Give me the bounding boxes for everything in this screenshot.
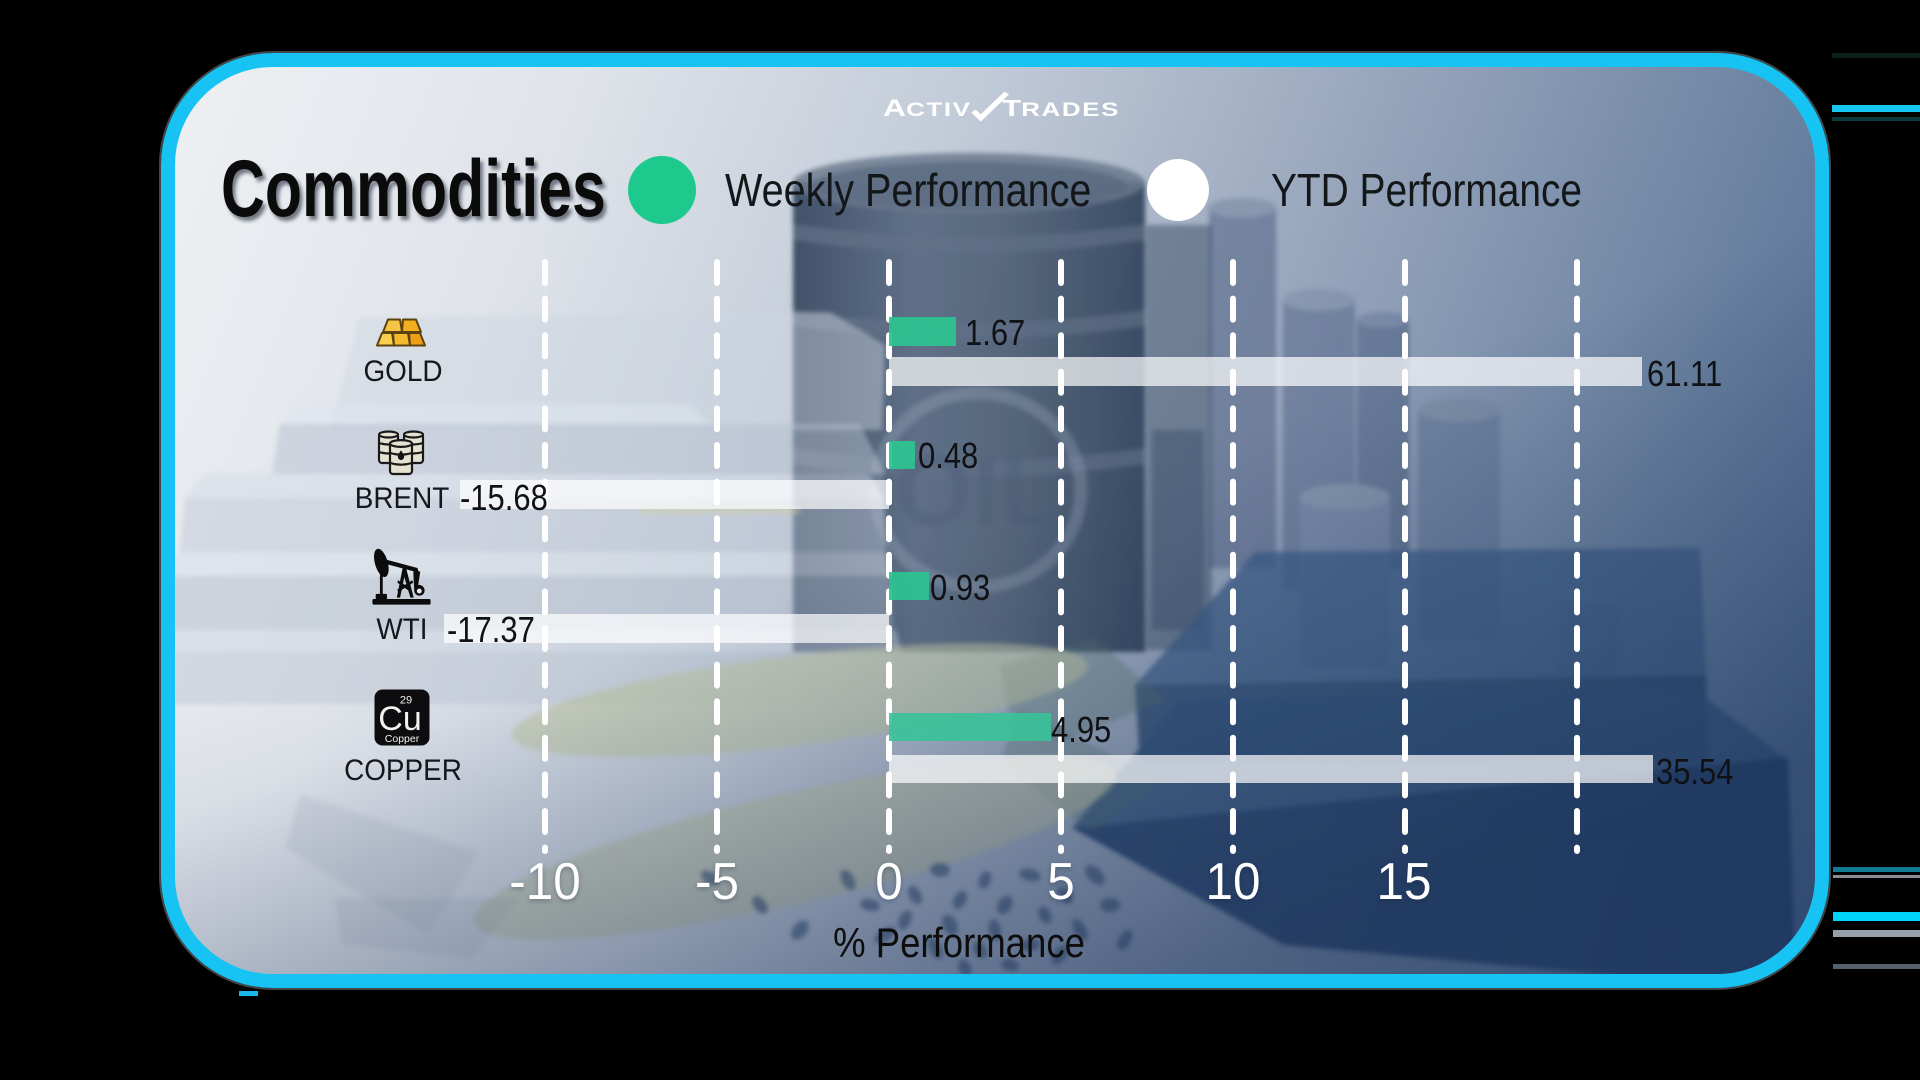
svg-text:Copper: Copper bbox=[385, 733, 420, 745]
svg-text:29: 29 bbox=[400, 695, 412, 707]
svg-text:OIL: OIL bbox=[895, 435, 1062, 547]
svg-text:Cu: Cu bbox=[378, 700, 421, 738]
